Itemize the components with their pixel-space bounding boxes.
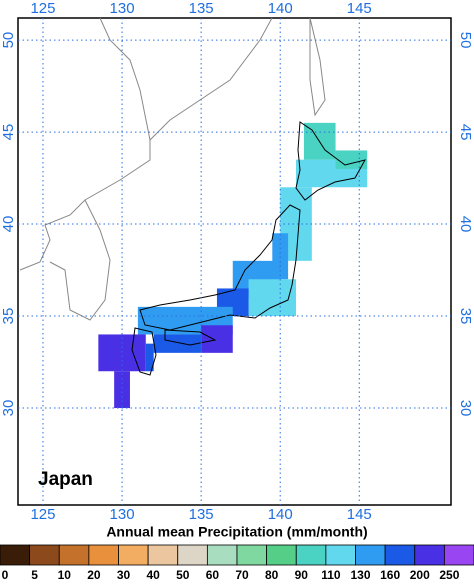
colorbar-box [443, 544, 474, 566]
colorbar-box [88, 544, 119, 566]
lon-tick-label: 145 [347, 506, 372, 523]
coastline [309, 17, 326, 117]
colorbar-tick-label: 10 [58, 568, 72, 582]
colorbar-tick-label: 20 [87, 568, 101, 582]
colorbar-tick-label: 60 [206, 568, 220, 582]
colorbar-box [206, 544, 238, 566]
colorbar-box [177, 544, 208, 566]
colorbar-box [0, 544, 31, 566]
colorbar-tick-label: 90 [295, 568, 309, 582]
precip-cell [114, 371, 130, 409]
japan-coastline [131, 121, 366, 376]
border [99, 17, 151, 141]
colorbar-tick-label: 5 [31, 568, 38, 582]
precip-cell [335, 150, 368, 169]
colorbar-box [266, 544, 297, 566]
colorbar-tick-label: 160 [380, 568, 400, 582]
colorbar-tick-label: 200 [410, 568, 430, 582]
colorbar-tick-label: 40 [146, 568, 160, 582]
colorbar-box [236, 544, 268, 566]
colorbar-box [295, 544, 327, 566]
precip-cell [201, 325, 233, 353]
lat-tick-label: 50 [0, 32, 17, 49]
colorbar-tick-label: 80 [265, 568, 279, 582]
colorbar-tick-label: 30 [117, 568, 131, 582]
colorbar-box [325, 544, 356, 566]
colorbar-tick-label: 50 [176, 568, 190, 582]
colorbar-box [355, 544, 386, 566]
lon-tick-label: 140 [268, 0, 293, 17]
lon-tick-label: 125 [30, 0, 55, 17]
colorbar-box [118, 544, 149, 566]
lat-tick-label: 30 [457, 400, 474, 417]
coastline [19, 17, 273, 271]
map-title: Japan [38, 469, 93, 490]
grid-layer [18, 18, 451, 505]
lon-tick-label: 130 [110, 506, 135, 523]
lon-tick-label: 145 [347, 0, 372, 17]
colorbar-tick-label: 110 [321, 568, 341, 582]
colorbar-label: Annual mean Precipitation (mm/month) [106, 524, 367, 540]
lat-tick-label: 45 [457, 124, 474, 141]
shikoku [164, 329, 217, 346]
colorbar-box [58, 544, 90, 566]
lat-tick-label: 45 [0, 124, 17, 141]
precip-cell [145, 343, 154, 372]
coastline [49, 199, 111, 321]
colorbar-tick-label: 0 [2, 568, 9, 582]
land-borders [19, 17, 326, 321]
colorbar-box [414, 544, 445, 566]
colorbar-box [147, 544, 179, 566]
lon-tick-label: 130 [110, 0, 135, 17]
lon-tick-label: 125 [30, 506, 55, 523]
lon-tick-label: 135 [189, 506, 214, 523]
lon-tick-label: 135 [189, 0, 214, 17]
precip-cell [153, 334, 202, 353]
lon-tick-label: 140 [268, 506, 293, 523]
colorbar-tick-label: 70 [235, 568, 249, 582]
colorbar-tick-label: 250 [439, 568, 459, 582]
colorbar-box [29, 544, 60, 566]
lat-tick-label: 35 [0, 308, 17, 325]
colorbar-box [384, 544, 416, 566]
colorbar-tick-label: 130 [350, 568, 370, 582]
lat-tick-label: 40 [0, 216, 17, 233]
hokkaido [295, 121, 366, 201]
lat-tick-label: 35 [457, 308, 474, 325]
lat-tick-label: 40 [457, 216, 474, 233]
lat-tick-label: 30 [0, 400, 17, 417]
kyushu [131, 327, 157, 376]
lat-tick-label: 50 [457, 32, 474, 49]
